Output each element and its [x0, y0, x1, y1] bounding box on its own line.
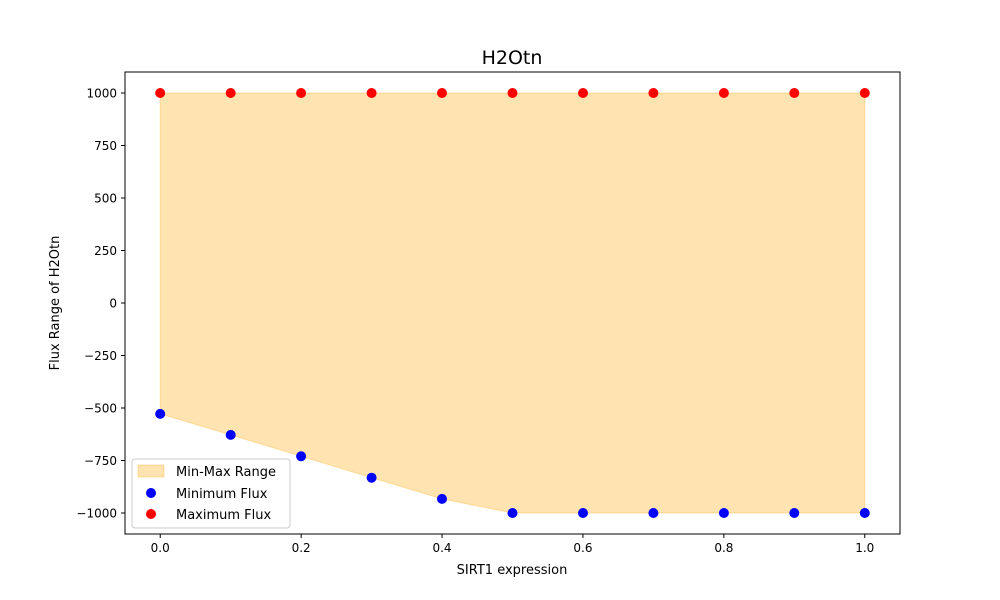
maximum-flux-point: [366, 88, 377, 98]
maximum-flux-point: [789, 88, 800, 98]
x-tick-label: 0.0: [151, 541, 170, 555]
legend-min-marker: [146, 488, 156, 498]
y-tick-label: −500: [84, 402, 117, 416]
legend-max-marker: [146, 509, 156, 519]
minimum-flux-point: [578, 508, 588, 518]
x-tick-label: 1.0: [855, 541, 874, 555]
x-tick-label: 0.2: [292, 541, 311, 555]
minimum-flux-point: [225, 429, 236, 440]
y-tick-label: 0: [109, 297, 117, 311]
minimum-flux-point: [366, 472, 377, 483]
legend-label-min: Minimum Flux: [176, 487, 268, 502]
x-tick-label: 0.8: [714, 541, 733, 555]
maximum-flux-point: [578, 88, 588, 98]
y-tick-label: −1000: [76, 507, 117, 521]
y-tick-label: −250: [84, 349, 117, 363]
legend-label-max: Maximum Flux: [176, 508, 272, 523]
maximum-flux-point: [155, 88, 166, 98]
x-tick-label: 0.6: [573, 541, 592, 555]
maximum-flux-point: [296, 88, 307, 98]
maximum-flux-point: [859, 88, 870, 98]
y-axis-label: Flux Range of H2Otn: [48, 236, 63, 371]
points-layer: [155, 88, 870, 518]
legend-frame: [131, 458, 291, 529]
minimum-flux-point: [296, 451, 307, 462]
maximum-flux-point: [648, 88, 659, 98]
y-tick-label: −750: [84, 454, 117, 468]
legend-range-swatch: [137, 464, 165, 478]
chart-title: H2Otn: [482, 47, 543, 69]
maximum-flux-point: [437, 88, 447, 98]
maximum-flux-point: [507, 88, 518, 98]
min-max-range-area: [159, 92, 866, 514]
legend: Min-Max Range Minimum Flux Maximum Flux: [131, 458, 291, 529]
minimum-flux-point: [155, 408, 166, 419]
minimum-flux-point: [648, 508, 659, 518]
axes-layer: 0.0 0.2 0.4 0.6 0.8 1.0 1000 750 500 250 0 −250 −500…: [76, 87, 874, 556]
minimum-flux-point: [507, 508, 518, 518]
minimum-flux-point: [437, 493, 447, 504]
y-tick-label: 750: [94, 139, 117, 153]
fill-layer: [159, 92, 866, 514]
y-tick-label: 500: [94, 192, 117, 206]
minimum-flux-point: [718, 508, 729, 518]
x-axis-label: SIRT1 expression: [457, 563, 568, 578]
minimum-flux-point: [859, 508, 870, 518]
maximum-flux-point: [718, 88, 729, 98]
minimum-flux-point: [789, 508, 800, 518]
x-tick-label: 0.4: [432, 541, 451, 555]
y-tick-label: 1000: [86, 87, 117, 101]
y-tick-label: 250: [94, 244, 117, 258]
legend-label-range: Min-Max Range: [176, 465, 276, 480]
maximum-flux-point: [225, 88, 236, 98]
